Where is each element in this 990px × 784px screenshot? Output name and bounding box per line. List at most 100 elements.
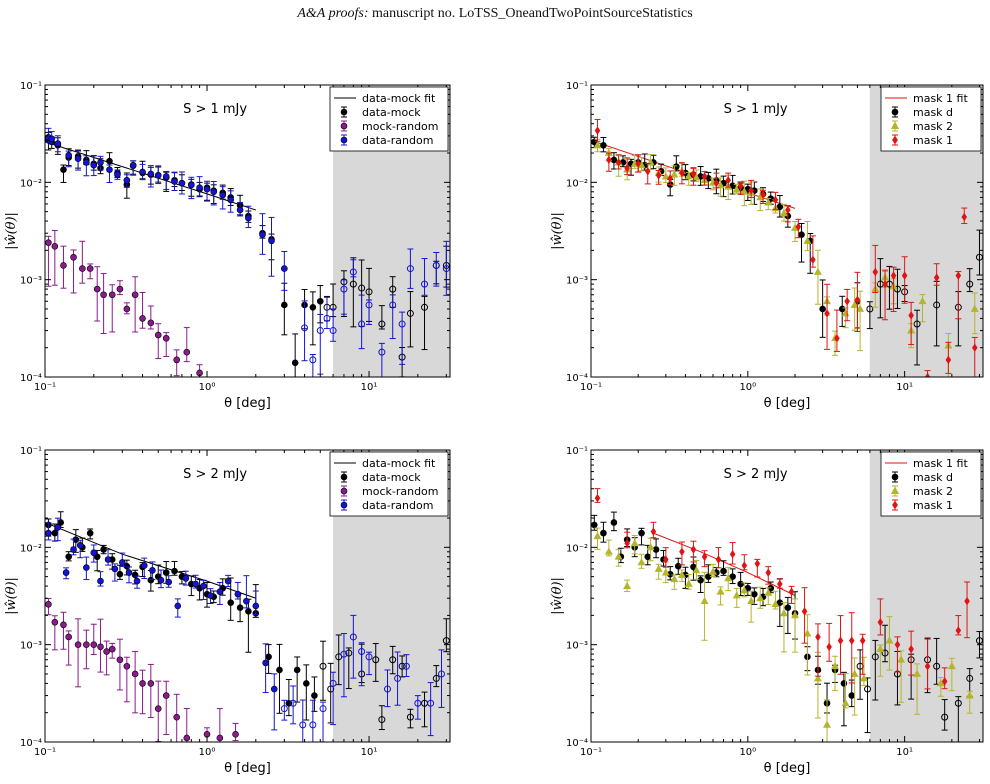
data-point: [319, 662, 327, 670]
data-point: [754, 559, 761, 568]
data-point: [591, 521, 598, 529]
data-point: [162, 692, 170, 699]
data-point: [70, 546, 77, 553]
data-point: [701, 172, 708, 181]
data-point: [76, 541, 84, 549]
y-tick-label: 10⁻³: [20, 641, 42, 652]
y-axis-label: |ŵ(θ)|: [4, 212, 19, 250]
data-point: [268, 237, 275, 245]
y-tick-label: 10⁻³: [566, 276, 588, 287]
x-tick-label: 10⁻¹: [34, 382, 56, 393]
data-point: [732, 591, 741, 599]
legend-label: mask 2: [913, 120, 953, 133]
series-mask-1: [594, 118, 978, 377]
data-point: [398, 320, 406, 328]
data-point: [881, 649, 889, 657]
data-point: [93, 285, 101, 293]
data-point: [654, 564, 663, 572]
data-point: [615, 158, 622, 167]
data-point: [882, 279, 888, 289]
data-point: [850, 300, 859, 308]
data-point: [764, 198, 773, 206]
data-point: [72, 536, 80, 543]
data-point: [232, 730, 239, 738]
data-point: [45, 239, 52, 246]
data-point: [844, 297, 850, 306]
data-point: [384, 685, 392, 693]
data-point: [60, 166, 67, 173]
data-point: [593, 140, 602, 149]
y-tick-label: 10⁻²: [566, 178, 588, 189]
data-point: [83, 641, 90, 648]
data-point: [798, 231, 805, 238]
data-point: [224, 577, 232, 585]
legend-label: mask 2: [913, 485, 953, 498]
data-point: [309, 356, 317, 364]
data-point: [301, 324, 309, 332]
legend-label: data-random: [362, 134, 433, 147]
data-point: [270, 685, 278, 693]
data-point: [378, 348, 386, 356]
y-axis-label: |ŵ(θ)|: [550, 577, 565, 615]
data-point: [234, 590, 242, 598]
data-point: [280, 705, 288, 713]
data-point: [116, 285, 124, 293]
y-tick-label: 10⁻²: [20, 543, 42, 554]
data-point: [116, 656, 124, 664]
data-point: [114, 171, 121, 178]
data-point: [48, 135, 56, 143]
data-point: [358, 648, 366, 656]
data-point: [610, 519, 618, 526]
data-point: [149, 567, 156, 574]
data-point: [154, 172, 162, 179]
data-point: [630, 538, 639, 547]
data-point: [737, 181, 744, 191]
legend-marker: [340, 108, 348, 116]
data-point: [975, 253, 983, 261]
series-mock-random: [45, 597, 239, 742]
data-point: [885, 636, 894, 644]
data-point: [614, 552, 623, 560]
data-point: [421, 303, 429, 311]
legend-label: mock-random: [362, 485, 439, 498]
data-point: [600, 142, 607, 149]
legend-label: mask 1: [913, 134, 953, 147]
data-point: [227, 599, 234, 606]
data-point: [139, 680, 146, 687]
data-point: [236, 206, 244, 214]
data-point: [600, 529, 607, 537]
data-point: [372, 656, 380, 664]
y-tick-label: 10⁻⁴: [20, 738, 42, 749]
data-point: [70, 253, 77, 261]
data-point: [975, 637, 983, 645]
data-point: [51, 243, 59, 250]
data-point: [970, 304, 979, 312]
data-point: [316, 297, 324, 305]
data-point: [309, 304, 317, 311]
data-point: [623, 581, 632, 589]
data-point: [701, 552, 708, 561]
data-point: [661, 568, 670, 576]
y-tick-label: 10⁻⁴: [20, 373, 42, 384]
data-point: [866, 305, 874, 313]
data-point: [823, 720, 832, 728]
plot-frame: [44, 449, 451, 743]
data-point: [335, 653, 343, 661]
data-point: [795, 222, 802, 231]
data-point: [908, 644, 914, 654]
data-point: [123, 662, 131, 670]
data-point: [303, 680, 310, 687]
x-tick-label: 10¹: [361, 382, 378, 393]
data-point: [848, 636, 855, 645]
data-point: [788, 587, 795, 596]
data-point: [162, 569, 170, 576]
data-point: [933, 662, 941, 670]
data-point: [966, 280, 974, 288]
data-point: [106, 166, 113, 173]
y-tick-label: 10⁻²: [20, 178, 42, 189]
data-point: [309, 721, 317, 729]
data-point: [765, 568, 772, 577]
data-point: [760, 190, 766, 199]
data-point: [913, 669, 922, 677]
data-point: [624, 539, 630, 548]
